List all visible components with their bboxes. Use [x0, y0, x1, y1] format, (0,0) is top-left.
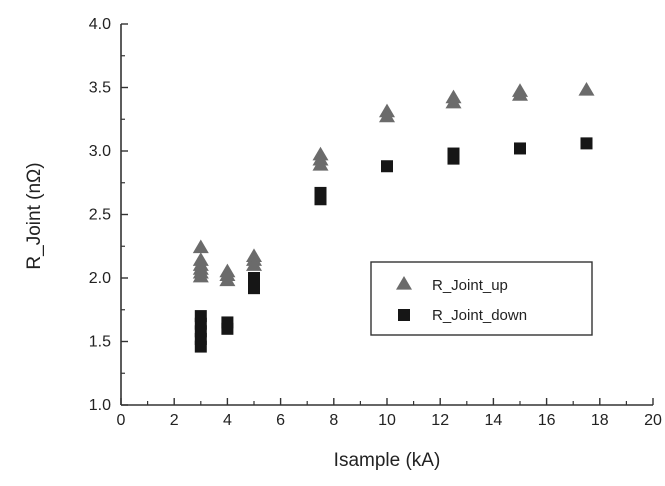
data-marks — [192, 82, 595, 353]
data-point-up — [578, 82, 595, 96]
data-point-up — [312, 156, 329, 171]
legend-box — [370, 261, 593, 336]
x-tick-label: 0 — [117, 412, 126, 429]
data-point-down — [194, 340, 207, 353]
legend-label-down: R_Joint_down — [432, 307, 527, 324]
y-tick-label: 1.0 — [89, 397, 111, 414]
legend-entries — [396, 276, 412, 321]
y-tick-label: 4.0 — [89, 16, 111, 33]
legend: R_Joint_up R_Joint_down — [370, 261, 593, 336]
y-tick-label: 2.5 — [89, 207, 111, 224]
legend-marker-down — [398, 309, 410, 321]
x-axis: 0 2 4 6 8 10 12 14 16 18 20 — [117, 398, 662, 429]
y-tick-label: 3.5 — [89, 80, 111, 97]
data-point-up — [246, 257, 262, 271]
x-tick-label: 18 — [591, 412, 609, 429]
data-point-down — [514, 142, 526, 155]
data-point-down — [248, 282, 260, 295]
x-tick-label: 8 — [329, 412, 338, 429]
x-tick-label: 2 — [170, 412, 179, 429]
data-point-down — [381, 160, 393, 173]
x-tick-label: 6 — [276, 412, 285, 429]
data-point-up — [192, 268, 209, 283]
x-tick-label: 14 — [485, 412, 503, 429]
data-point-up — [379, 108, 395, 123]
x-tick-label: 16 — [538, 412, 556, 429]
x-tick-label: 12 — [431, 412, 449, 429]
data-point-down — [314, 193, 327, 206]
x-axis-title: Isample (kA) — [334, 450, 441, 471]
x-tick-label: 4 — [223, 412, 232, 429]
data-point-down — [221, 322, 234, 335]
y-tick-label: 2.0 — [89, 270, 111, 287]
legend-marker-up — [396, 276, 412, 290]
data-point-down — [447, 152, 460, 165]
data-point-up — [445, 94, 462, 109]
data-point-up — [512, 87, 528, 101]
data-point-up — [219, 272, 236, 287]
y-tick-label: 3.0 — [89, 143, 111, 160]
x-tick-label: 10 — [378, 412, 396, 429]
y-axis: 1.0 1.5 2.0 2.5 3.0 3.5 4.0 — [89, 16, 128, 414]
legend-label-up: R_Joint_up — [432, 277, 508, 294]
data-point-down — [248, 272, 260, 284]
y-tick-label: 1.5 — [89, 334, 111, 351]
data-point-up — [192, 239, 209, 254]
y-axis-title: R_Joint (nΩ) — [24, 162, 45, 269]
x-tick-label: 20 — [644, 412, 662, 429]
data-point-down — [580, 137, 593, 150]
